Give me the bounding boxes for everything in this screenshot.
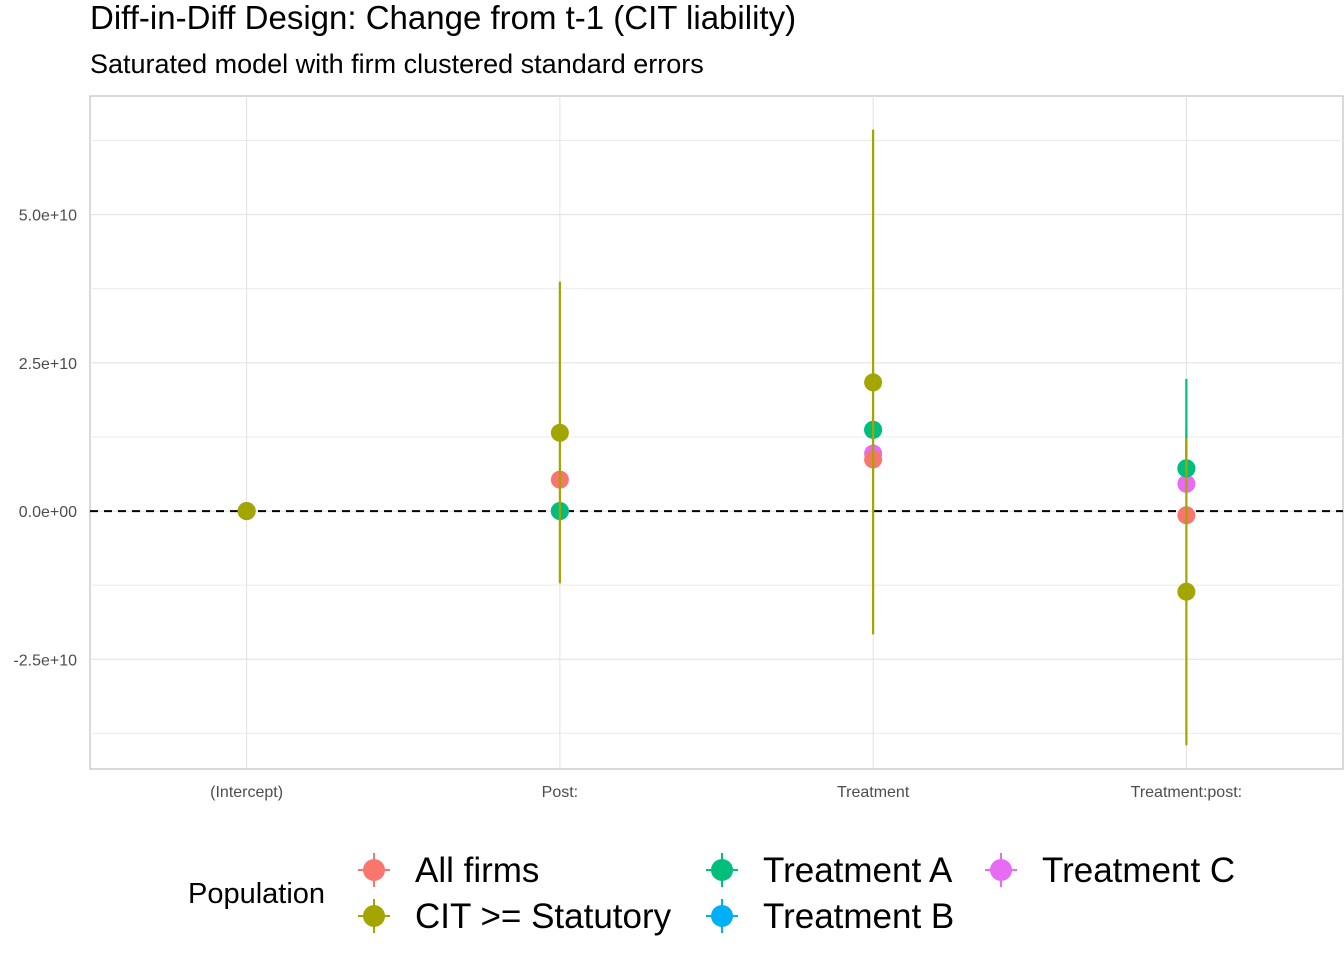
legend-key-point — [711, 905, 733, 927]
x-tick-label: Treatment:post: — [1131, 784, 1242, 801]
data-point — [237, 502, 256, 521]
y-tick-label: 5.0e+10 — [19, 208, 77, 225]
legend-label: CIT >= Statutory — [415, 897, 672, 936]
x-axis: (Intercept) Post: Treatment Treatment:post: — [210, 784, 1242, 801]
plot-panel — [89, 95, 1344, 770]
plot-area — [89, 95, 1344, 770]
data-point — [550, 423, 569, 442]
data-point — [864, 373, 883, 392]
legend-key-point — [990, 859, 1012, 881]
data-point — [1177, 582, 1196, 601]
y-tick-label: 2.5e+10 — [19, 356, 77, 373]
legend-key-point — [363, 859, 385, 881]
legend-label: Treatment C — [1042, 851, 1235, 890]
legend-key-point — [363, 905, 385, 927]
y-axis: -2.5e+10 0.0e+00 2.5e+10 5.0e+10 — [13, 208, 77, 670]
y-tick-label: 0.0e+00 — [19, 504, 77, 521]
x-tick-label: (Intercept) — [210, 784, 283, 801]
y-tick-label: -2.5e+10 — [13, 652, 77, 669]
chart-title: Diff-in-Diff Design: Change from t-1 (CI… — [90, 0, 796, 36]
legend-label: Treatment A — [763, 851, 953, 890]
legend-label: All firms — [415, 851, 539, 890]
x-tick-label: Treatment — [837, 784, 910, 801]
legend-title: Population — [188, 878, 325, 910]
legend-key-point — [711, 859, 733, 881]
chart-subtitle: Saturated model with firm clustered stan… — [90, 49, 704, 79]
legend: Population All firms CIT >= Statutory Trea… — [188, 851, 1235, 936]
x-tick-label: Post: — [542, 784, 578, 801]
legend-label: Treatment B — [763, 897, 954, 936]
